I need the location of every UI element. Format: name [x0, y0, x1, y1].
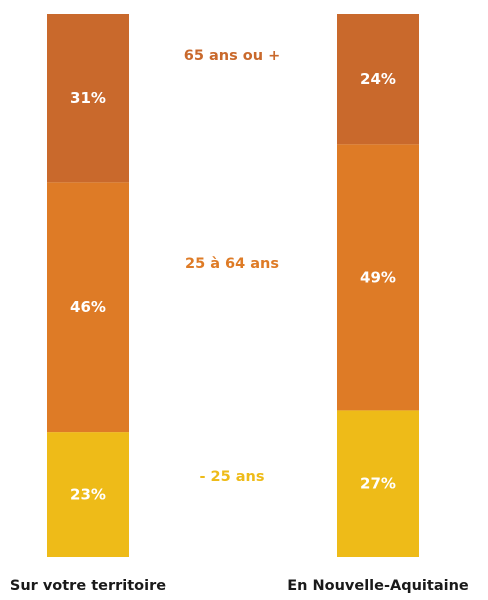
data-label-en-nouvelle-aquitaine-65-ans-ou: 24%: [360, 70, 396, 88]
bars-group: [47, 14, 419, 557]
series-label-65-ans-ou: 65 ans ou +: [184, 48, 281, 64]
bar-segment-en-nouvelle-aquitaine-25-a-64-ans: [337, 144, 419, 411]
data-label-sur-votre-territoire-65-ans-ou: 31%: [70, 89, 106, 107]
data-label-sur-votre-territoire-25-ans: 23%: [70, 486, 106, 504]
segment-labels-group: 23% 46% 31% 27% 49% 24%: [70, 70, 396, 503]
data-label-en-nouvelle-aquitaine-25-a-64-ans: 49%: [360, 268, 396, 286]
category-labels-group: Sur votre territoire En Nouvelle-Aquitain…: [10, 578, 469, 594]
bar-segment-sur-votre-territoire-25-a-64-ans: [47, 182, 129, 433]
data-label-sur-votre-territoire-25-a-64-ans: 46%: [70, 298, 106, 316]
category-label-en-nouvelle-aquitaine: En Nouvelle-Aquitaine: [287, 578, 469, 594]
bar-segment-en-nouvelle-aquitaine-25-ans: [337, 410, 419, 557]
bar-segment-sur-votre-territoire-65-ans-ou: [47, 14, 129, 183]
series-labels-group: - 25 ans 25 à 64 ans 65 ans ou +: [184, 48, 281, 485]
series-label-25-a-64-ans: 25 à 64 ans: [185, 256, 279, 272]
data-label-en-nouvelle-aquitaine-25-ans: 27%: [360, 475, 396, 493]
bar-segment-en-nouvelle-aquitaine-65-ans-ou: [337, 14, 419, 145]
series-label-25-ans: - 25 ans: [199, 469, 264, 485]
bar-segment-sur-votre-territoire-25-ans: [47, 432, 129, 557]
category-label-sur-votre-territoire: Sur votre territoire: [10, 578, 166, 594]
